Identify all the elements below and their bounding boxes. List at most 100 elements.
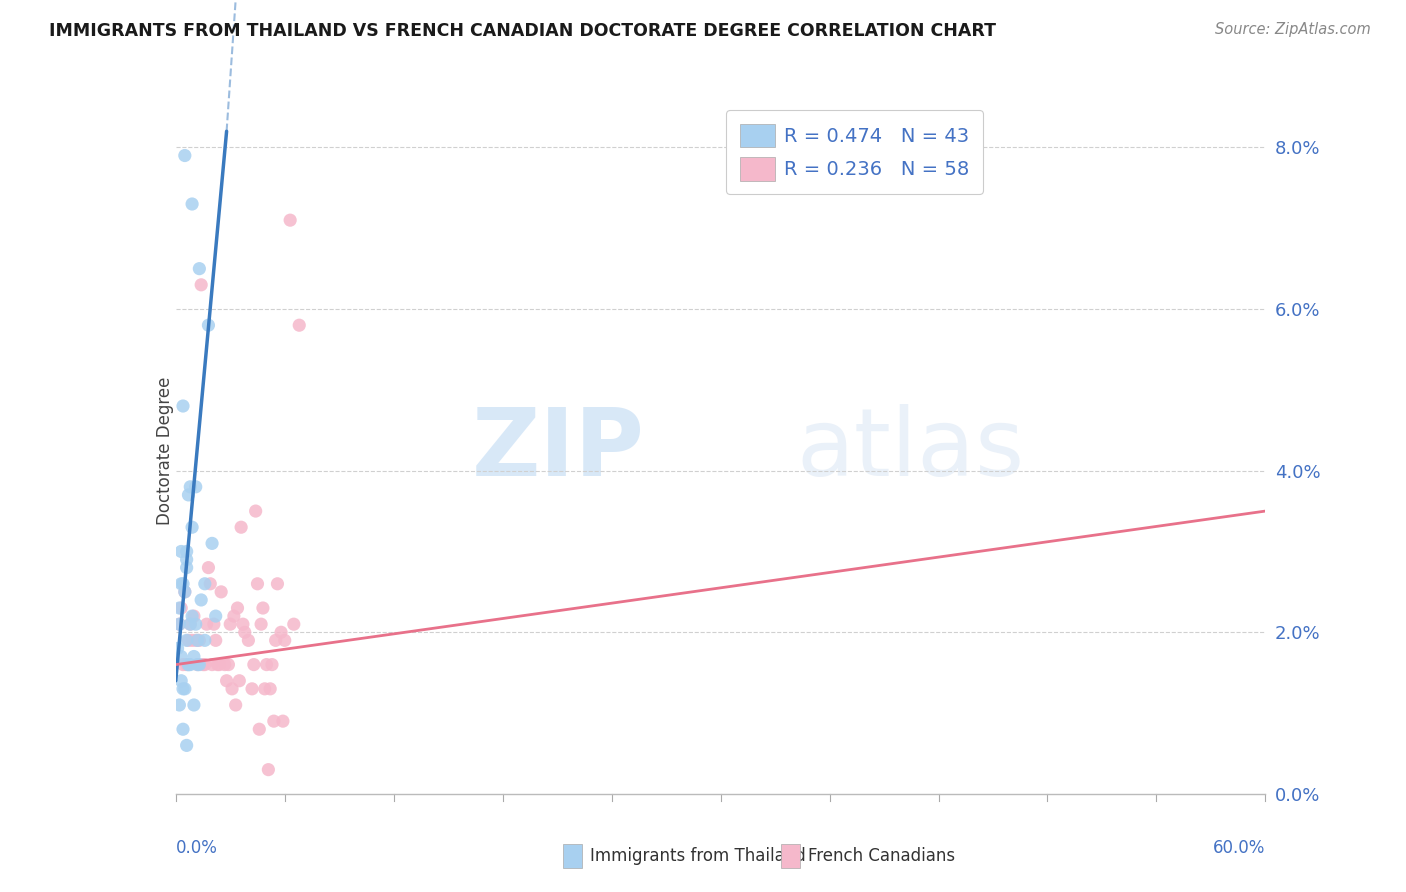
Point [170, 649, 193, 664]
Point [288, 318, 311, 333]
Point [177, 488, 200, 502]
Point [201, 536, 224, 550]
Point [179, 480, 201, 494]
Point [204, 633, 226, 648]
Point [172, 399, 194, 413]
Point [169, 601, 191, 615]
Text: IMMIGRANTS FROM THAILAND VS FRENCH CANADIAN DOCTORATE DEGREE CORRELATION CHART: IMMIGRANTS FROM THAILAND VS FRENCH CANAD… [49, 22, 997, 40]
Point [176, 657, 198, 672]
Point [250, 617, 273, 632]
Point [188, 633, 211, 648]
Point [172, 657, 194, 672]
Point [226, 601, 249, 615]
Point [217, 657, 239, 672]
Text: ZIP: ZIP [471, 404, 644, 497]
Point [176, 552, 198, 566]
Point [240, 681, 263, 696]
Point [197, 318, 219, 333]
Point [181, 197, 204, 211]
Point [225, 698, 247, 712]
Point [181, 520, 204, 534]
Point [169, 617, 191, 632]
Point [173, 585, 195, 599]
FancyBboxPatch shape [780, 844, 800, 868]
Point [169, 698, 191, 712]
Point [184, 480, 207, 494]
Point [179, 617, 201, 632]
Point [181, 633, 204, 648]
Point [238, 633, 260, 648]
Point [260, 657, 283, 672]
Point [197, 560, 219, 574]
Point [219, 617, 242, 632]
Point [194, 633, 217, 648]
Text: atlas: atlas [797, 404, 1025, 497]
Point [222, 609, 245, 624]
Point [253, 681, 276, 696]
Point [170, 601, 193, 615]
Point [202, 617, 225, 632]
Point [177, 633, 200, 648]
Point [233, 625, 256, 640]
Point [231, 520, 253, 534]
Point [259, 681, 281, 696]
Legend: R = 0.474   N = 43, R = 0.236   N = 58: R = 0.474 N = 43, R = 0.236 N = 58 [725, 110, 983, 194]
Point [207, 657, 229, 672]
Point [188, 261, 211, 276]
Point [173, 585, 195, 599]
Point [179, 617, 201, 632]
Point [179, 657, 201, 672]
Point [274, 633, 297, 648]
Point [188, 657, 211, 672]
Point [170, 576, 193, 591]
Point [176, 560, 198, 574]
Point [221, 681, 243, 696]
Point [194, 576, 217, 591]
Point [190, 277, 212, 292]
Point [176, 739, 198, 753]
Point [194, 657, 217, 672]
Text: French Canadians: French Canadians [807, 847, 955, 864]
Point [176, 633, 198, 648]
Point [181, 609, 204, 624]
Point [215, 673, 238, 688]
Point [170, 544, 193, 558]
Text: Immigrants from Thailand: Immigrants from Thailand [591, 847, 806, 864]
Point [184, 617, 207, 632]
Point [190, 593, 212, 607]
Point [169, 617, 191, 632]
Point [246, 576, 269, 591]
Point [278, 213, 301, 227]
Point [173, 681, 195, 696]
Point [232, 617, 254, 632]
Point [186, 657, 209, 672]
Point [184, 633, 207, 648]
Point [283, 617, 305, 632]
Point [200, 576, 222, 591]
Point [173, 148, 195, 162]
Point [177, 657, 200, 672]
Point [257, 763, 280, 777]
Point [208, 657, 231, 672]
Point [270, 625, 292, 640]
Text: Source: ZipAtlas.com: Source: ZipAtlas.com [1215, 22, 1371, 37]
Point [245, 504, 267, 518]
Text: 0.0%: 0.0% [176, 838, 218, 856]
Point [176, 544, 198, 558]
Point [166, 641, 188, 656]
Point [201, 657, 224, 672]
Point [177, 657, 200, 672]
Point [204, 609, 226, 624]
Point [247, 723, 270, 737]
Point [209, 585, 232, 599]
FancyBboxPatch shape [562, 844, 582, 868]
Point [172, 576, 194, 591]
Point [263, 714, 285, 728]
Point [271, 714, 294, 728]
Point [266, 576, 288, 591]
Text: 60.0%: 60.0% [1213, 838, 1265, 856]
Point [172, 681, 194, 696]
Point [170, 673, 193, 688]
Point [264, 633, 287, 648]
Point [252, 601, 274, 615]
